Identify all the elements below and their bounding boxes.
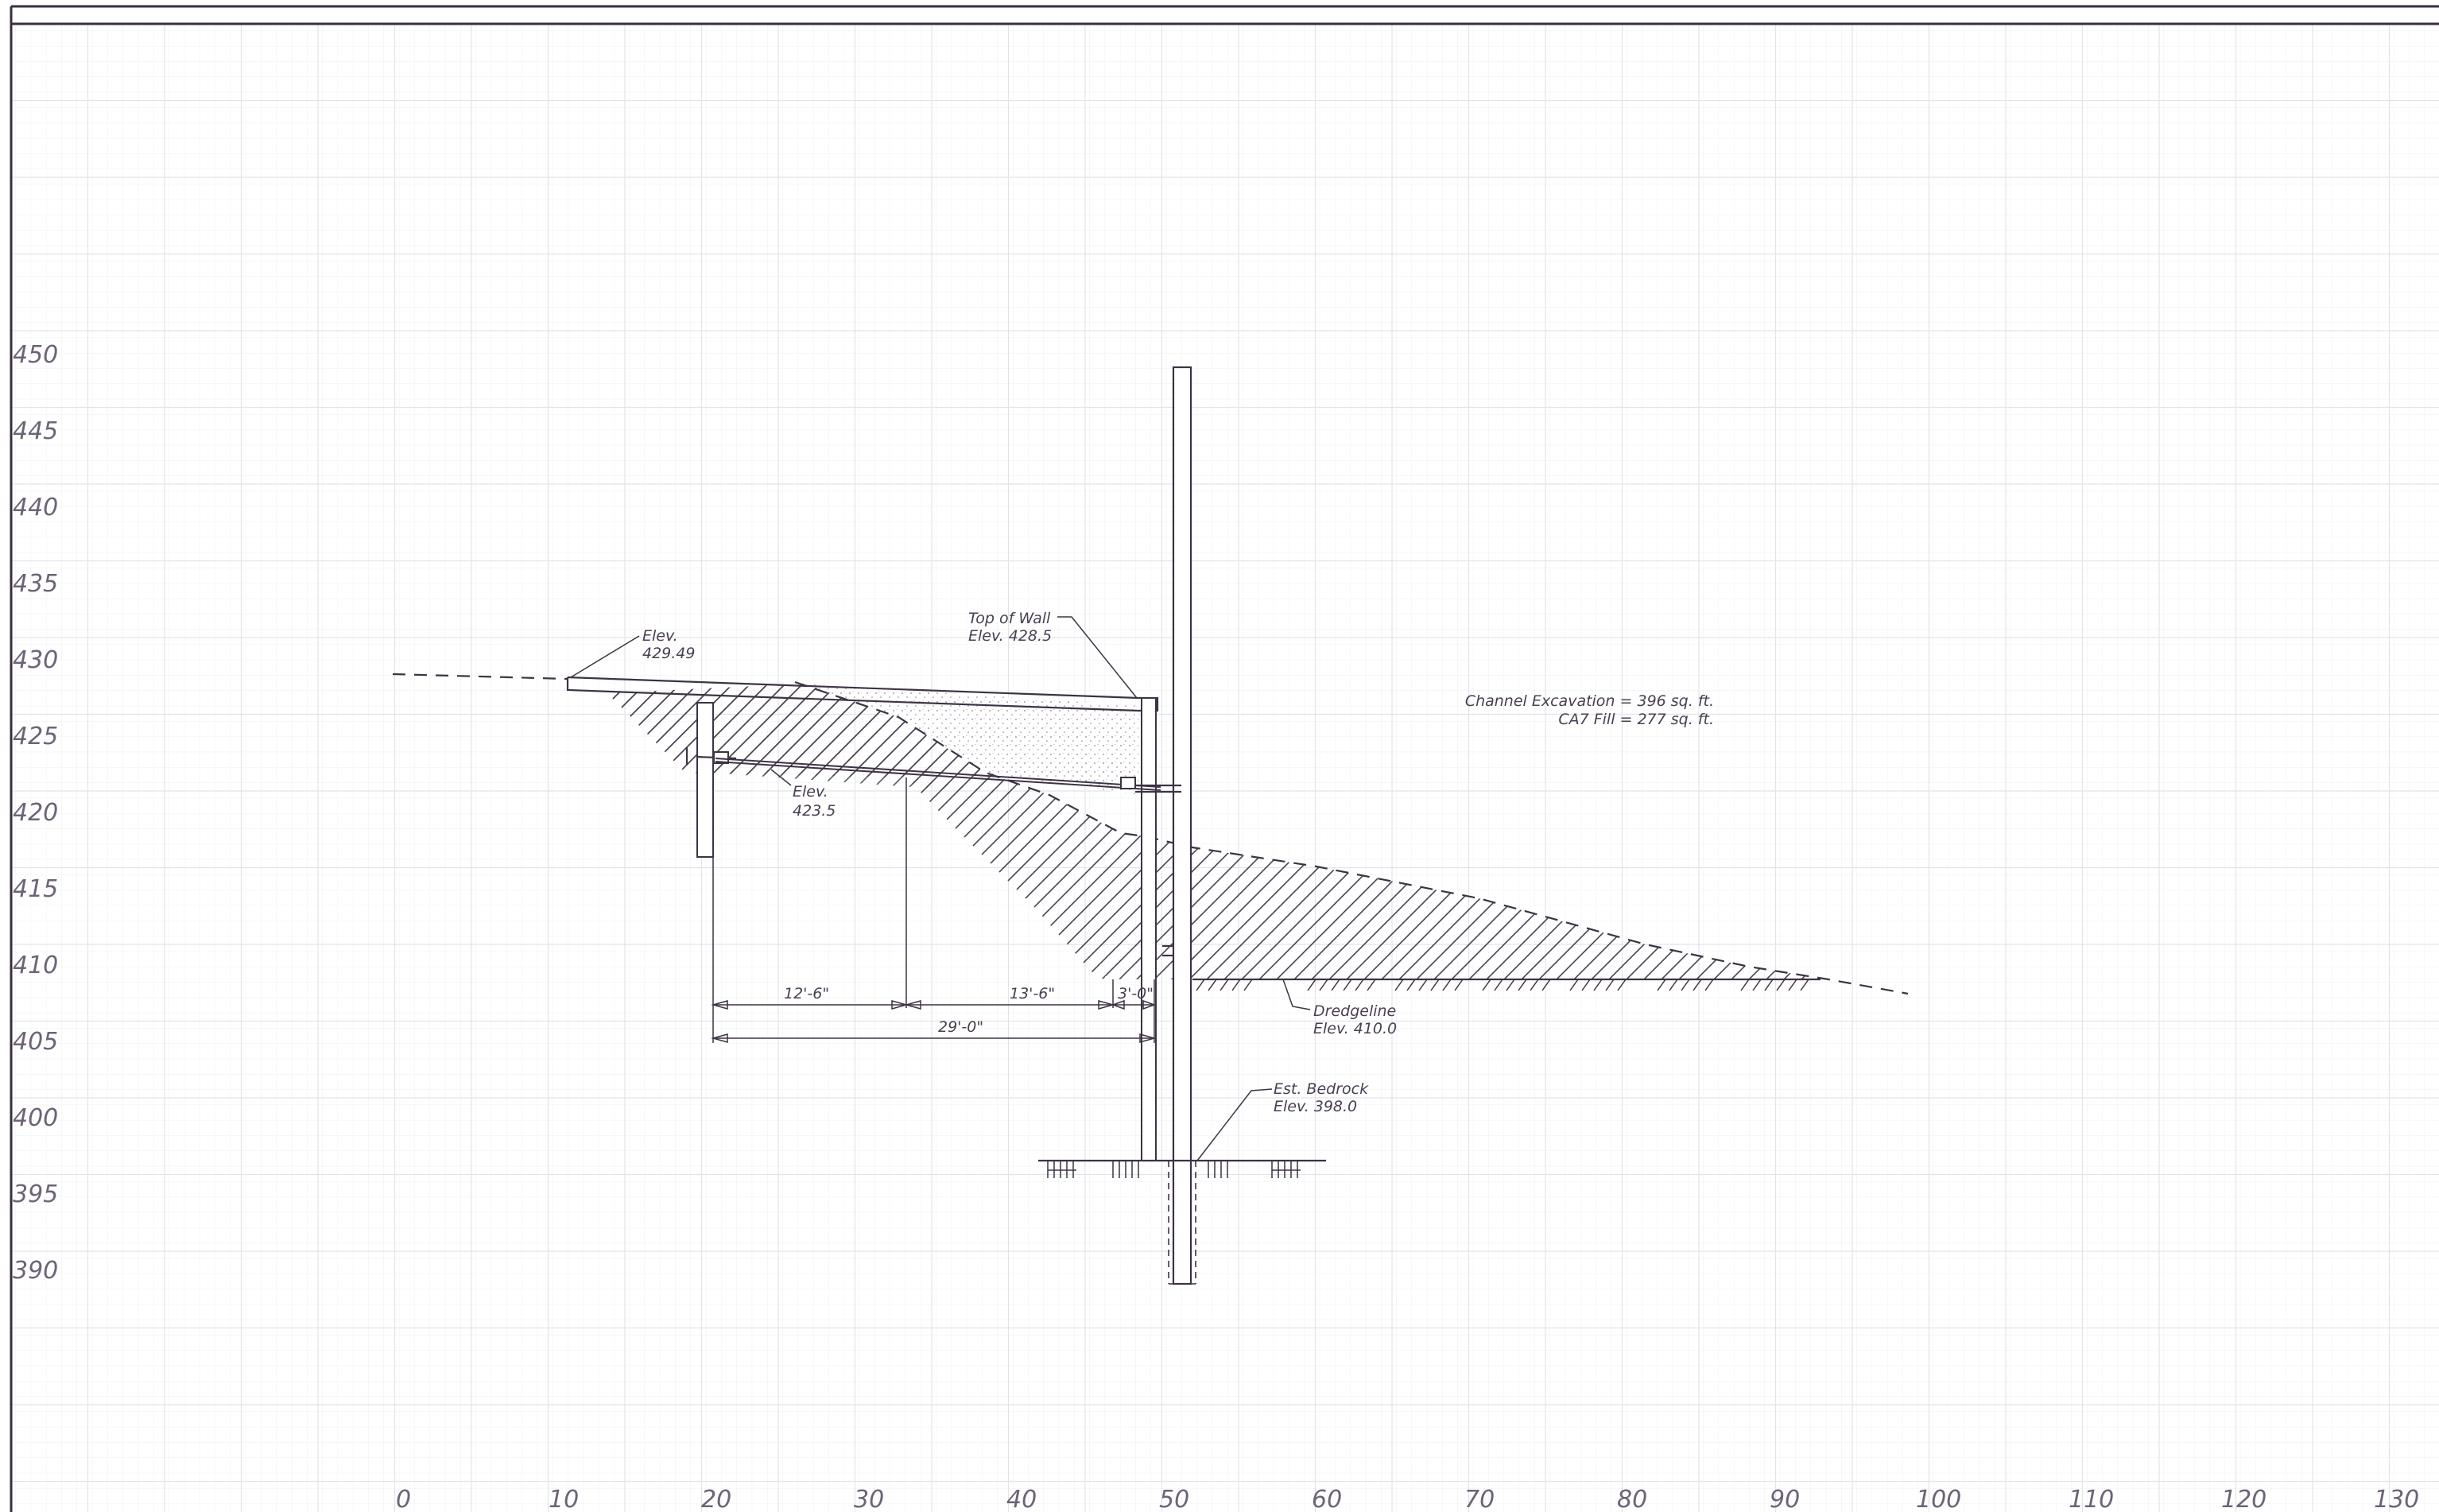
ca7-fill-note: CA7 Fill = 277 sq. ft. [1558,711,1714,728]
top-of-wall-elev: Elev. 428.5 [968,627,1052,645]
y-tick-label: 450 [13,341,58,369]
x-tick-label: 70 [1464,1486,1495,1512]
y-tick-label: 420 [13,799,58,827]
y-tick-label: 425 [13,723,58,750]
bedrock-label: Est. Bedrock [1274,1080,1369,1098]
x-tick-label: 120 [2221,1486,2266,1512]
elev-top-left-label: Elev. [642,627,678,645]
sheet-pile-wall [1168,366,1196,1285]
dimension-3-0: 3'-0" [1118,985,1154,1002]
deadman-anchor [685,702,737,858]
dredgeline-elev: Elev. 410.0 [1313,1020,1397,1037]
elev-top-left-value: 429.49 [642,645,695,662]
y-tick-label: 435 [13,570,58,598]
y-tick-label: 445 [13,417,58,445]
x-tick-label: 130 [2374,1486,2419,1512]
bedrock-symbols [1038,1159,1326,1178]
channel-excavation-note: Channel Excavation = 396 sq. ft. [1465,692,1714,710]
dimension-lines [711,777,1157,1043]
x-tick-label: 80 [1617,1486,1647,1512]
x-tick-label: 10 [549,1486,579,1512]
bedrock-elev: Elev. 398.0 [1274,1098,1357,1115]
x-tick-label: 0 [396,1486,411,1512]
x-axis: 0 10 20 30 40 50 60 70 80 90 100 110 120… [396,1486,2419,1512]
top-of-wall-label: Top of Wall [968,610,1051,627]
excavation-hatch-main [607,684,1828,981]
x-tick-label: 50 [1159,1486,1189,1512]
x-tick-label: 60 [1312,1486,1342,1512]
x-tick-label: 110 [2069,1486,2114,1512]
elev-anchor-value: 423.5 [793,802,836,820]
y-tick-label: 410 [13,952,58,979]
x-tick-label: 20 [701,1486,731,1512]
x-tick-label: 30 [854,1486,884,1512]
y-tick-label: 440 [13,494,58,521]
waler-pile [1141,697,1157,1161]
grid [10,23,2439,1512]
dimension-29-0: 29'-0" [938,1018,983,1036]
sheet-border [10,5,2439,1512]
dimension-13-6: 13'-6" [1010,985,1055,1002]
y-axis: 450 445 440 435 430 425 420 415 410 405 … [13,341,58,1285]
x-tick-label: 40 [1006,1486,1037,1512]
dredgeline-symbols [1192,978,1821,991]
x-tick-label: 90 [1770,1486,1800,1512]
dredgeline-label: Dredgeline [1313,1002,1396,1020]
dimension-12-6: 12'-6" [784,985,829,1002]
leader-lines [570,616,1311,1161]
y-tick-label: 430 [13,646,58,674]
y-tick-label: 390 [13,1257,58,1285]
y-tick-label: 400 [13,1104,58,1132]
tie-rod [715,758,1181,957]
y-tick-label: 395 [13,1181,58,1208]
y-tick-label: 405 [13,1028,58,1056]
x-tick-label: 100 [1916,1486,1961,1512]
elev-anchor-label: Elev. [793,783,828,801]
y-tick-label: 415 [13,875,58,903]
